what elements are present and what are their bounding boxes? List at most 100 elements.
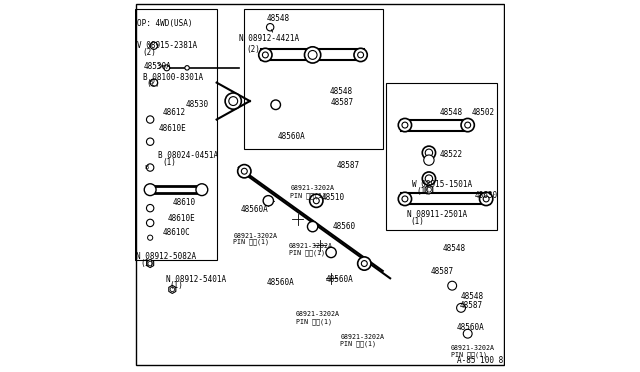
Text: B: B xyxy=(145,165,148,170)
Circle shape xyxy=(164,65,170,71)
Text: A-85 100 8: A-85 100 8 xyxy=(456,356,503,365)
Circle shape xyxy=(425,175,433,182)
Circle shape xyxy=(358,52,364,58)
Text: 08921-3202A: 08921-3202A xyxy=(451,345,495,351)
Text: N 08911-2501A: N 08911-2501A xyxy=(407,210,467,219)
Text: 48587: 48587 xyxy=(431,267,454,276)
Text: PIN ピン(1): PIN ピン(1) xyxy=(291,192,326,199)
Circle shape xyxy=(425,149,433,157)
Circle shape xyxy=(266,23,274,31)
Circle shape xyxy=(398,118,412,132)
Circle shape xyxy=(448,281,456,290)
Text: (1): (1) xyxy=(163,158,176,167)
Text: (1): (1) xyxy=(410,217,424,226)
Circle shape xyxy=(305,47,321,63)
Text: 48548: 48548 xyxy=(460,292,483,301)
Circle shape xyxy=(479,192,493,206)
Circle shape xyxy=(463,329,472,338)
Circle shape xyxy=(150,79,157,86)
Circle shape xyxy=(148,261,152,266)
Circle shape xyxy=(308,51,317,60)
Circle shape xyxy=(225,93,241,109)
Circle shape xyxy=(398,192,412,206)
Circle shape xyxy=(271,100,280,110)
Text: 48610E: 48610E xyxy=(159,124,186,133)
Circle shape xyxy=(424,155,434,165)
Circle shape xyxy=(426,187,431,192)
Text: 48530A: 48530A xyxy=(143,61,172,71)
Text: V 08915-2381A: V 08915-2381A xyxy=(137,41,197,50)
Circle shape xyxy=(362,260,367,266)
Circle shape xyxy=(422,172,436,185)
Text: 48560A: 48560A xyxy=(456,323,484,331)
Circle shape xyxy=(147,164,154,171)
Text: 48610E: 48610E xyxy=(168,214,196,222)
Text: 48502: 48502 xyxy=(472,108,495,117)
Text: V: V xyxy=(148,43,152,48)
Text: B 08100-8301A: B 08100-8301A xyxy=(143,73,203,81)
Text: (1): (1) xyxy=(416,187,430,196)
Text: 48522: 48522 xyxy=(440,150,463,159)
Polygon shape xyxy=(147,260,154,267)
Text: 08921-3202A: 08921-3202A xyxy=(296,311,340,317)
Text: 48548: 48548 xyxy=(443,244,466,253)
Circle shape xyxy=(196,184,208,196)
Circle shape xyxy=(314,198,319,204)
Circle shape xyxy=(263,196,273,206)
Circle shape xyxy=(241,168,247,174)
Circle shape xyxy=(307,221,318,232)
Text: 48560A: 48560A xyxy=(241,205,268,215)
Text: W 08915-1501A: W 08915-1501A xyxy=(412,180,472,189)
Circle shape xyxy=(358,257,371,270)
Text: PIN ピン(1): PIN ピン(1) xyxy=(296,318,332,325)
Text: OP: 4WD(USA): OP: 4WD(USA) xyxy=(137,19,193,28)
Text: PIN ピン(1): PIN ピン(1) xyxy=(340,340,376,347)
Text: (1): (1) xyxy=(141,259,154,268)
Text: 48530: 48530 xyxy=(185,100,209,109)
Circle shape xyxy=(402,122,408,128)
Text: N 08912-4421A: N 08912-4421A xyxy=(239,34,299,43)
Circle shape xyxy=(326,247,336,258)
Circle shape xyxy=(147,205,154,212)
Circle shape xyxy=(147,116,154,123)
Text: 48548: 48548 xyxy=(329,87,353,96)
Text: (1): (1) xyxy=(170,281,184,290)
Text: 48587: 48587 xyxy=(337,161,360,170)
Text: B 08024-0451A: B 08024-0451A xyxy=(158,151,218,160)
Circle shape xyxy=(144,184,156,196)
Circle shape xyxy=(147,219,154,227)
Text: 08921-3202A: 08921-3202A xyxy=(340,334,384,340)
Text: 08921-3202A: 08921-3202A xyxy=(289,243,333,249)
Text: 48560: 48560 xyxy=(333,222,356,231)
Polygon shape xyxy=(425,185,433,194)
Circle shape xyxy=(170,287,175,292)
Text: 48560A: 48560A xyxy=(326,275,353,283)
Text: 48612: 48612 xyxy=(163,108,186,117)
Text: 48587: 48587 xyxy=(330,98,353,107)
Text: PIN ピン(1): PIN ピン(1) xyxy=(233,239,269,246)
Text: 48560A: 48560A xyxy=(278,132,305,141)
Circle shape xyxy=(229,97,237,106)
Polygon shape xyxy=(169,285,176,294)
Text: 48610: 48610 xyxy=(172,198,195,207)
Circle shape xyxy=(237,164,251,178)
Circle shape xyxy=(461,118,474,132)
Circle shape xyxy=(259,48,272,62)
Text: 48560A: 48560A xyxy=(266,278,294,287)
Text: B: B xyxy=(148,80,152,85)
Text: PIN ピン(1): PIN ピン(1) xyxy=(451,352,487,358)
Text: 48548: 48548 xyxy=(440,108,463,117)
Text: N 08912-5401A: N 08912-5401A xyxy=(166,275,226,283)
Circle shape xyxy=(465,122,470,128)
Circle shape xyxy=(456,304,465,312)
Text: 48587: 48587 xyxy=(460,301,483,311)
Circle shape xyxy=(310,194,323,208)
Text: 48610C: 48610C xyxy=(163,228,191,237)
Text: PIN ピン(1): PIN ピン(1) xyxy=(289,249,324,256)
Circle shape xyxy=(354,48,367,62)
Circle shape xyxy=(148,235,153,240)
Text: N 08912-5082A: N 08912-5082A xyxy=(136,252,196,262)
Text: 08921-3202A: 08921-3202A xyxy=(233,233,277,239)
Text: (2): (2) xyxy=(143,48,157,57)
Text: 08921-3202A: 08921-3202A xyxy=(291,185,335,191)
